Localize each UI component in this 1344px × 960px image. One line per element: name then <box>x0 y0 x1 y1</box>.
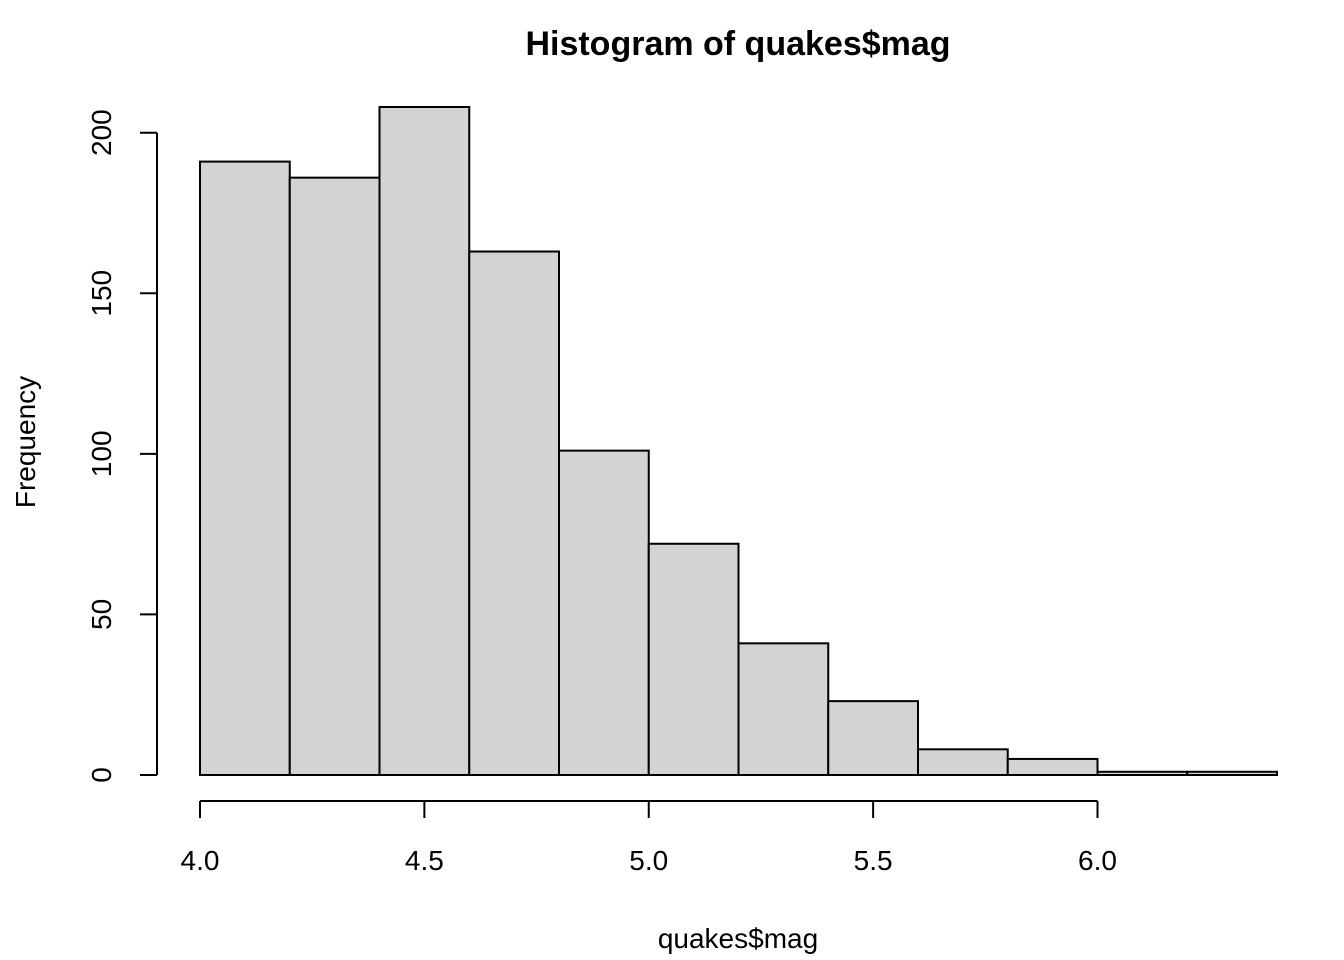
y-tick-label: 50 <box>86 599 117 630</box>
bars-group <box>199 106 1278 777</box>
histogram-bar <box>288 176 381 776</box>
x-tick-label: 5.0 <box>629 845 668 876</box>
x-axis-label: quakes$mag <box>658 923 818 954</box>
histogram-bar <box>378 106 471 776</box>
histogram-bar <box>737 642 830 776</box>
y-axis-label: Frequency <box>10 376 41 508</box>
histogram-bar <box>647 542 740 776</box>
y-tick-label: 150 <box>86 270 117 317</box>
x-axis: 4.0 4.5 5.0 5.5 6.0 <box>181 800 1117 876</box>
histogram-bar <box>199 160 291 777</box>
y-tick-label: 200 <box>86 109 117 156</box>
histogram-bar <box>1096 770 1189 776</box>
y-tick-label: 0 <box>86 767 117 783</box>
histogram-bar <box>1186 770 1278 776</box>
chart-title: Histogram of quakes$mag <box>525 25 950 63</box>
x-tick-label: 5.5 <box>854 845 893 876</box>
histogram-bar <box>827 700 919 777</box>
x-tick-label: 4.0 <box>181 845 220 876</box>
histogram-bar <box>558 449 650 776</box>
x-tick-label: 4.5 <box>405 845 444 876</box>
x-tick-label: 6.0 <box>1078 845 1117 876</box>
y-tick-label: 100 <box>86 430 117 477</box>
histogram-bar <box>917 748 1009 776</box>
histogram-bar <box>1006 757 1099 777</box>
histogram-bar <box>468 250 560 776</box>
y-axis: 0 50 100 150 200 <box>86 109 158 783</box>
